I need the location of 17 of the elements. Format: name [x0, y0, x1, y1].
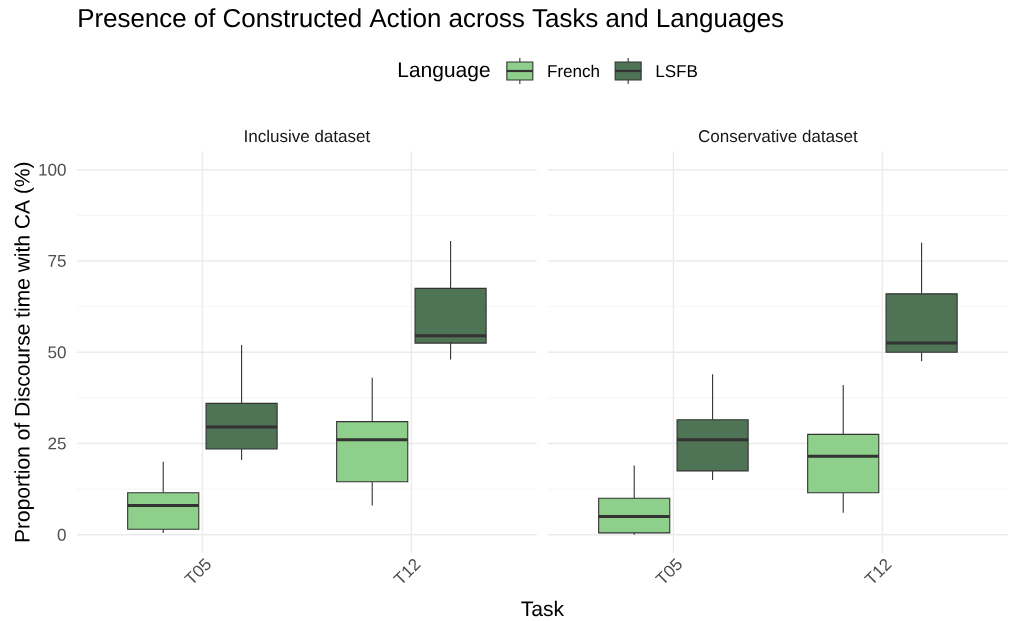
legend-label: French: [548, 64, 599, 78]
chart-title: Presence of Constructed Action across Tasks and Languages: [79, 8, 784, 33]
y-tick-label: 50: [48, 346, 66, 359]
x-tick-label: T05: [654, 557, 682, 583]
y-axis-title: Proportion of Discourse time with CA (%): [14, 162, 34, 542]
y-tick-label: 25: [48, 437, 66, 450]
x-tick-label: T05: [183, 557, 211, 583]
y-tick-label: 100: [39, 163, 66, 176]
chart-subtitle: Conservative dataset: [698, 129, 858, 143]
y-tick-label: 0: [57, 528, 66, 541]
legend-label: LSFB: [656, 65, 697, 78]
y-tick-label: 75: [48, 255, 66, 267]
x-axis-title: Task: [521, 600, 565, 617]
x-tick-label: T12: [863, 558, 892, 583]
chart-subtitle: Inclusive dataset: [245, 129, 371, 143]
legend-title: Language: [398, 62, 490, 82]
x-tick-label: T12: [392, 558, 421, 583]
